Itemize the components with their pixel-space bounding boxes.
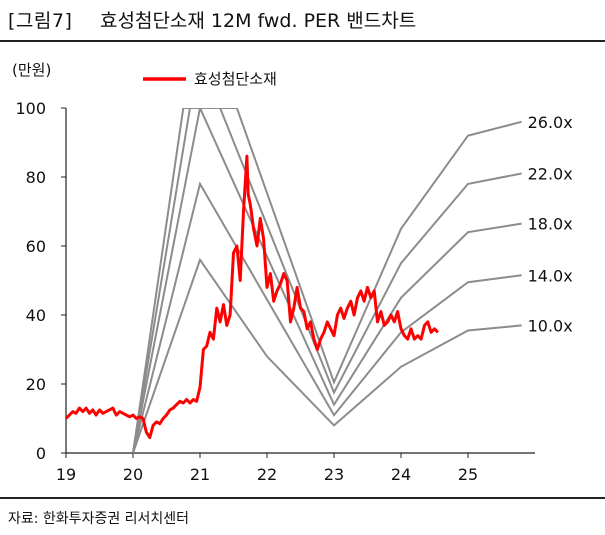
band-line-22.0x [132,108,522,454]
tick-labels: 0 20 40 60 80 100 19 20 21 22 23 24 25 [15,99,478,484]
per-bands [132,108,522,454]
y-tick-label: 60 [26,237,46,256]
y-tick-label: 80 [26,168,46,187]
legend-label: 효성첨단소재 [194,70,277,88]
band-label: 18.0x [528,215,573,234]
band-label: 10.0x [528,316,573,335]
x-tick-label: 22 [257,465,277,484]
bottom-rule [0,497,605,499]
band-labels: 26.0x 22.0x 18.0x 14.0x 10.0x [528,113,573,336]
band-label: 14.0x [528,266,573,285]
source-note: 자료: 한화투자증권 리서치센터 [8,511,190,527]
unit-label: (만원) [12,61,51,79]
figure-label: [그림7] [8,10,73,32]
x-tick-label: 21 [190,465,210,484]
axes [61,107,535,458]
top-rule [0,40,605,42]
x-tick-label: 25 [458,465,478,484]
series-line-0 [64,154,439,439]
x-tick-label: 20 [123,465,143,484]
y-tick-label: 40 [26,306,46,325]
band-label: 22.0x [528,165,573,184]
y-tick-label: 0 [36,444,46,463]
y-tick-label: 100 [15,99,46,118]
band-line-26.0x [132,108,522,454]
y-tick-label: 20 [26,375,46,394]
title-bar: [그림7] 효성첨단소재 12M fwd. PER 밴드차트 [0,0,605,40]
legend: 효성첨단소재 [143,70,277,88]
chart-title: 효성첨단소재 12M fwd. PER 밴드차트 [100,10,417,32]
x-tick-label: 24 [391,465,411,484]
x-tick-label: 19 [56,465,76,484]
band-label: 26.0x [528,113,573,132]
per-band-chart: 26.0x 22.0x 18.0x 14.0x 10.0x 0 20 40 60 80 100 19… [12,61,573,484]
price-series [64,154,439,439]
band-line-14.0x [132,181,522,454]
band-line-18.0x [132,108,522,454]
band-line-10.0x [132,257,522,454]
x-tick-label: 23 [324,465,344,484]
